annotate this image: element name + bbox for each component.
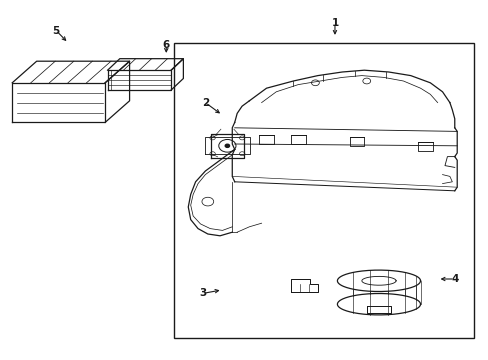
Text: 6: 6 (163, 40, 169, 50)
Bar (173, 43, 473, 338)
Polygon shape (290, 279, 317, 292)
Text: 1: 1 (331, 18, 338, 28)
Text: 4: 4 (450, 274, 458, 284)
Text: 3: 3 (199, 288, 206, 298)
Text: 2: 2 (202, 98, 208, 108)
Text: 5: 5 (53, 26, 60, 36)
Circle shape (225, 144, 229, 147)
